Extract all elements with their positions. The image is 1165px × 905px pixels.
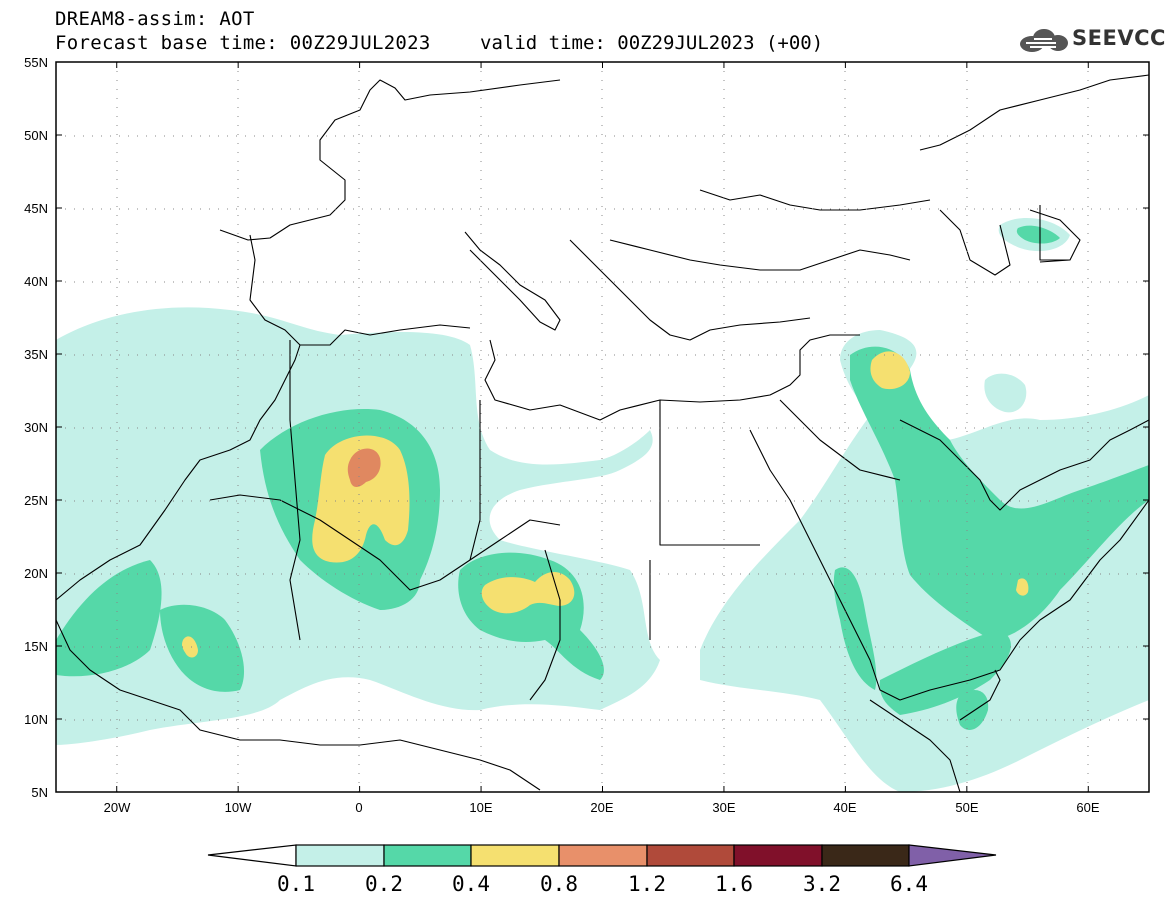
cloud-logo-icon bbox=[1020, 29, 1068, 52]
colorbar-bin bbox=[733, 844, 823, 867]
lat-label: 40N bbox=[24, 274, 48, 289]
lon-label: 10E bbox=[469, 800, 492, 815]
colorbar-label: 0.4 bbox=[452, 872, 490, 896]
lon-label: 20W bbox=[104, 800, 131, 815]
colorbar-bin bbox=[821, 844, 910, 867]
colorbar-label: 0.1 bbox=[277, 872, 315, 896]
lat-label: 45N bbox=[24, 201, 48, 216]
colorbar-label: 6.4 bbox=[890, 872, 928, 896]
colorbar-labels: 0.1 0.2 0.4 0.8 1.2 1.6 3.2 6.4 bbox=[277, 872, 928, 896]
colorbar-label: 3.2 bbox=[803, 872, 841, 896]
lat-label: 50N bbox=[24, 128, 48, 143]
lon-label: 10W bbox=[225, 800, 252, 815]
aot-level-4-area bbox=[347, 448, 381, 487]
lat-label: 55N bbox=[24, 55, 48, 70]
logo-text: SEEVCCC bbox=[1072, 26, 1165, 50]
colorbar-bin bbox=[295, 844, 385, 867]
lon-label: 60E bbox=[1076, 800, 1099, 815]
base-time-label: Forecast base time: 00Z29JUL2023 bbox=[55, 32, 431, 54]
colorbar-bin bbox=[646, 844, 735, 867]
map-title: DREAM8-assim: AOT bbox=[55, 8, 255, 30]
colorbar-label: 1.2 bbox=[628, 872, 666, 896]
lat-label: 30N bbox=[24, 420, 48, 435]
axis-ticks bbox=[56, 62, 1149, 792]
colorbar-over-arrow bbox=[908, 844, 997, 867]
colorbar-bin bbox=[383, 844, 472, 867]
lon-label: 30E bbox=[712, 800, 735, 815]
lat-label: 25N bbox=[24, 493, 48, 508]
latitude-labels: 55N 50N 45N 40N 35N 30N 25N 20N 15N 10N … bbox=[24, 55, 48, 800]
lat-label: 35N bbox=[24, 347, 48, 362]
valid-time-label: valid time: 00Z29JUL2023 (+00) bbox=[480, 32, 824, 54]
aot-field bbox=[56, 62, 1149, 792]
colorbar-label: 1.6 bbox=[715, 872, 753, 896]
lon-label: 20E bbox=[590, 800, 613, 815]
colorbar-under-arrow bbox=[207, 844, 297, 867]
lat-label: 10N bbox=[24, 712, 48, 727]
colorbar-bin bbox=[558, 844, 648, 867]
lat-label: 5N bbox=[31, 785, 48, 800]
coastlines bbox=[56, 74, 1149, 792]
lon-label: 0 bbox=[355, 800, 362, 815]
lon-label: 50E bbox=[955, 800, 978, 815]
lon-label: 40E bbox=[833, 800, 856, 815]
longitude-labels: 20W 10W 0 10E 20E 30E 40E 50E 60E bbox=[104, 800, 1100, 815]
colorbar bbox=[207, 844, 997, 867]
colorbar-label: 0.2 bbox=[365, 872, 403, 896]
lat-label: 20N bbox=[24, 566, 48, 581]
lat-label: 15N bbox=[24, 639, 48, 654]
colorbar-bin bbox=[470, 844, 560, 867]
colorbar-label: 0.8 bbox=[540, 872, 578, 896]
